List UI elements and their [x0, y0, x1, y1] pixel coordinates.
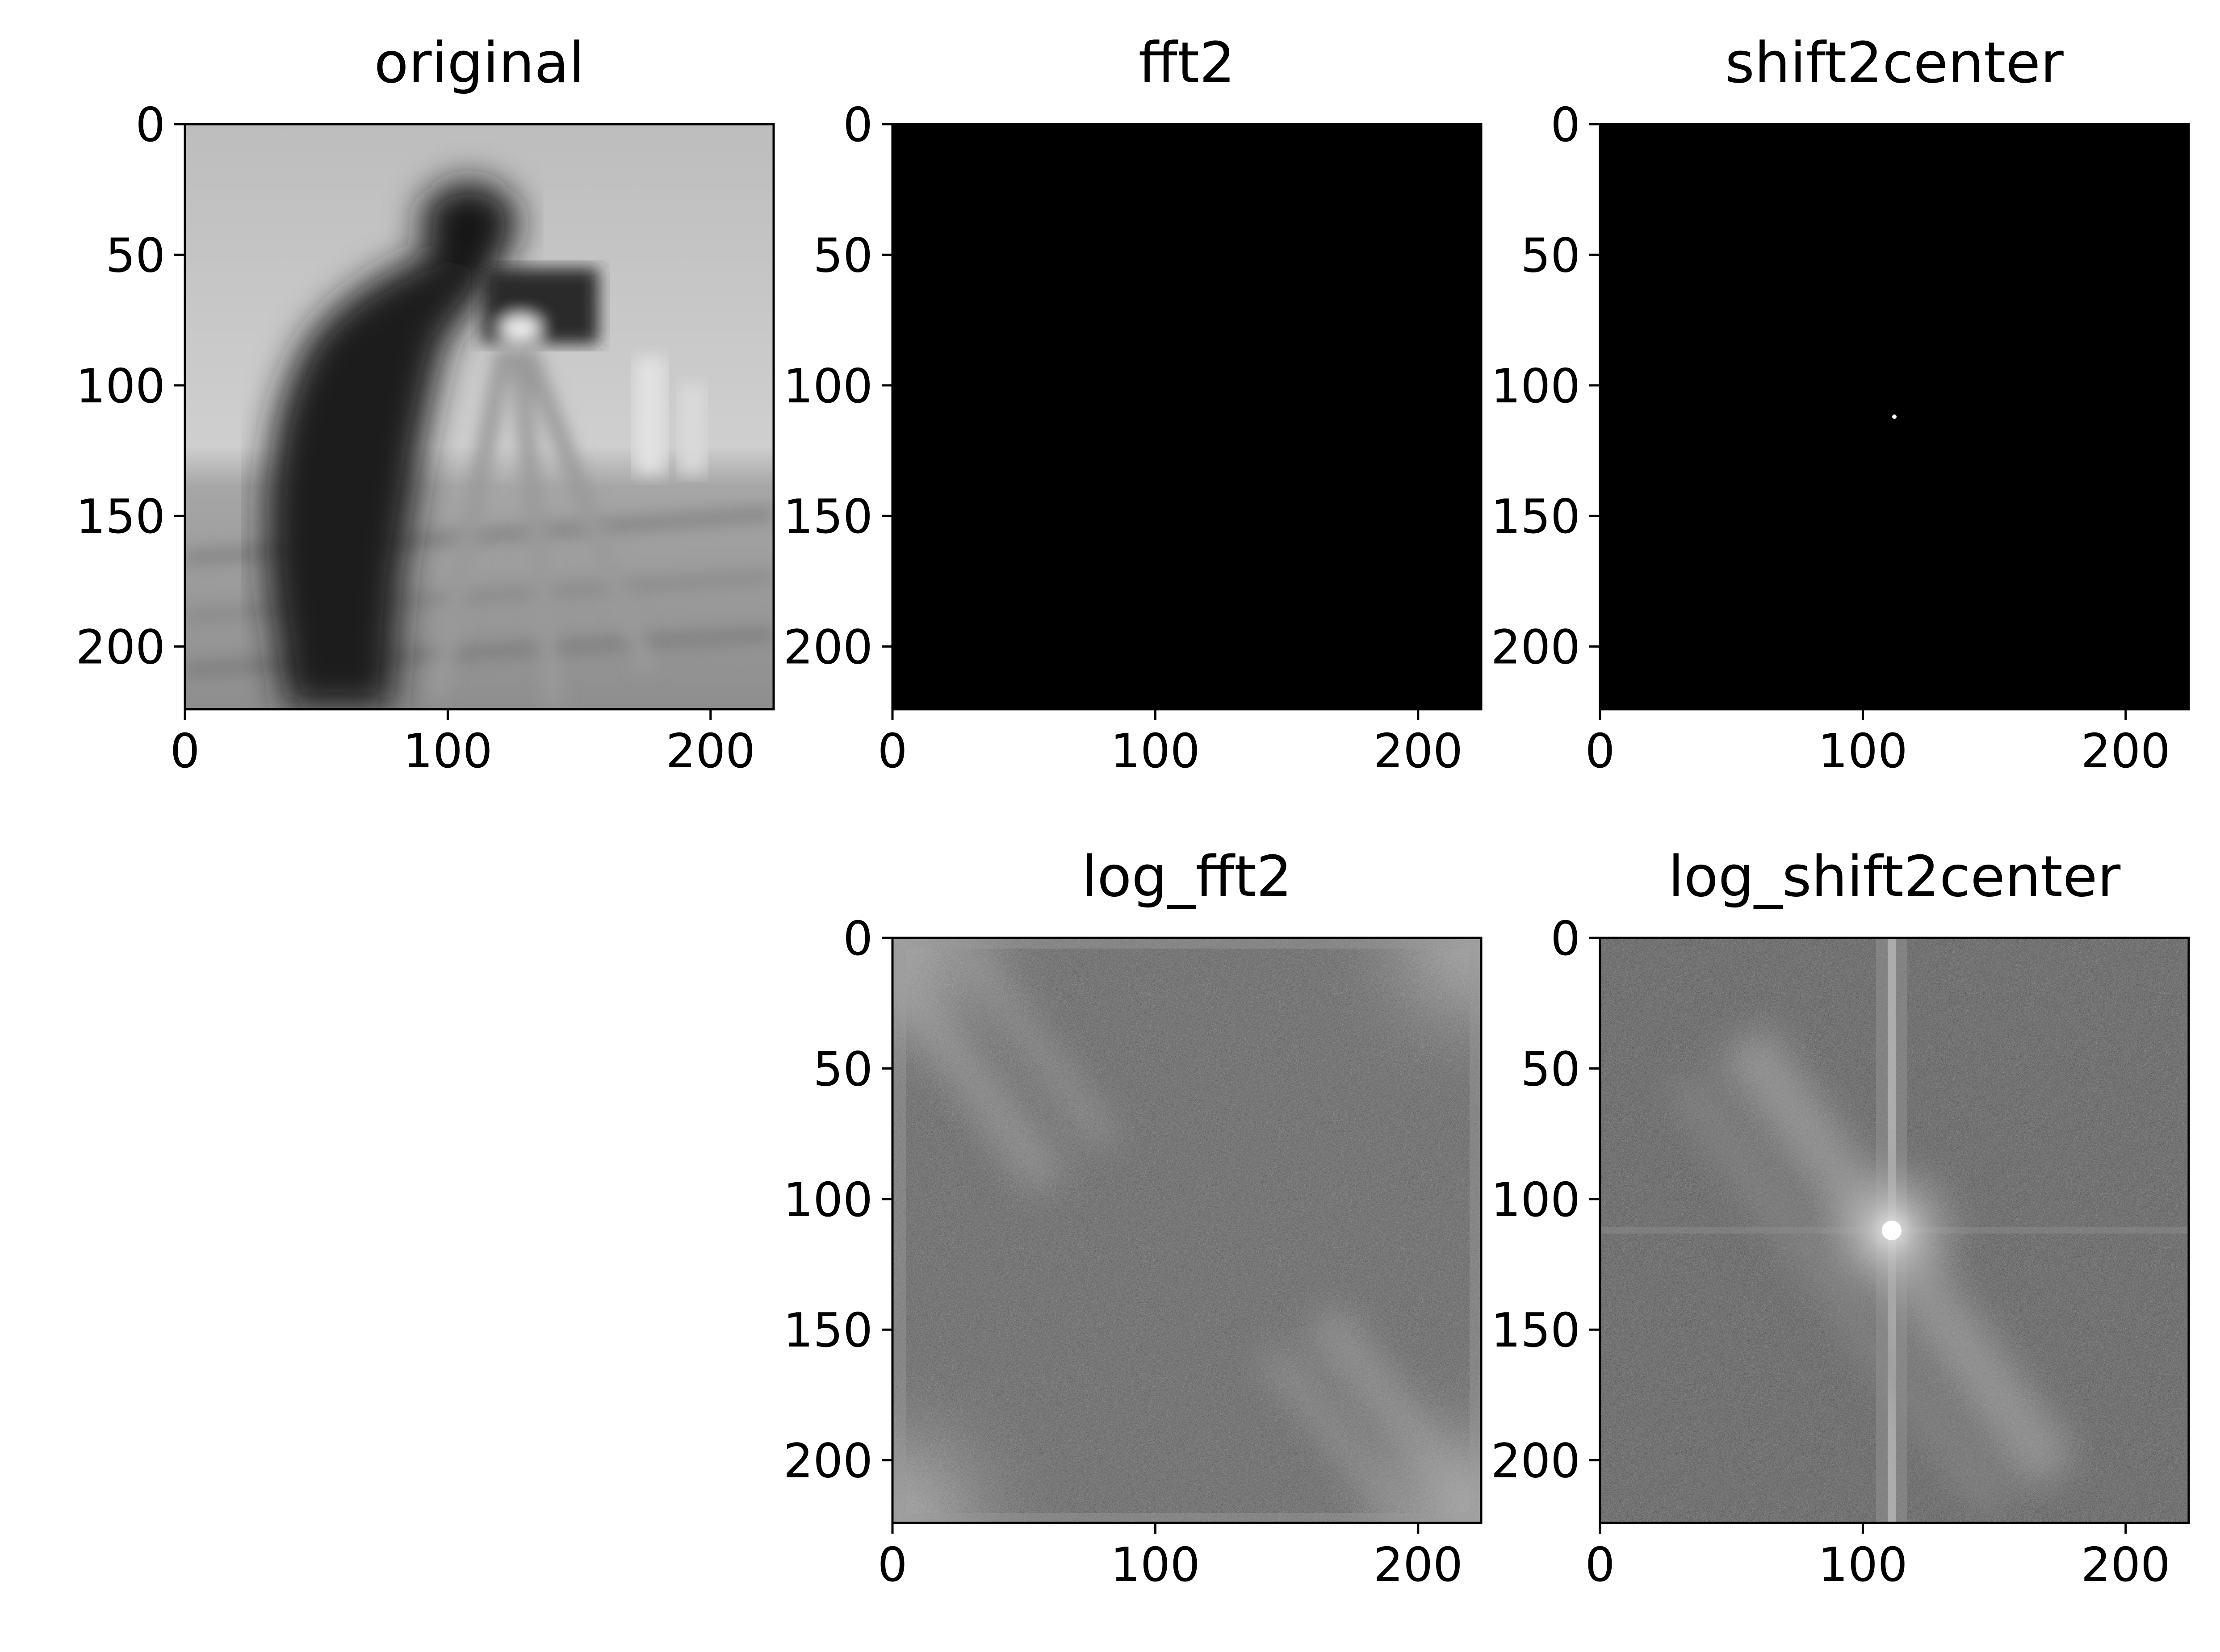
shift2center-bright-point	[1892, 414, 1897, 419]
fft2-ytick-label: 200	[783, 620, 873, 675]
log-shift2center-ytick-label: 100	[1491, 1173, 1580, 1227]
fft2-xtick-label: 0	[878, 724, 908, 778]
shift2center-title: shift2center	[1725, 30, 2064, 96]
log-fft2-xtick-label: 0	[878, 1538, 908, 1592]
log-fft2-xtick-label: 100	[1110, 1538, 1200, 1592]
log-shift2center-ytick-label: 150	[1491, 1303, 1580, 1358]
log-fft2-ytick-label: 200	[783, 1434, 873, 1489]
original-title: original	[374, 30, 585, 96]
original-xtick-label: 200	[666, 724, 755, 778]
original-ytick-label: 100	[76, 359, 165, 414]
log-fft2-ytick-label: 0	[843, 912, 873, 966]
original-xtick-label: 0	[170, 724, 200, 778]
log-shift2center-xtick-label: 200	[2081, 1538, 2170, 1592]
shift2center-ytick-label: 150	[1491, 489, 1580, 544]
log-fft2-ytick-label: 50	[813, 1042, 873, 1096]
shift2center-xtick-label: 100	[1818, 724, 1907, 778]
shift2center-ytick-label: 100	[1491, 359, 1580, 414]
original-xtick-label: 100	[403, 724, 492, 778]
original-ytick-label: 200	[76, 620, 165, 675]
log-fft2-image	[776, 822, 1597, 1639]
log-shift2center-title: log_shift2center	[1668, 844, 2121, 909]
shift2center-ytick-label: 200	[1491, 620, 1580, 675]
fft2-xtick-label: 200	[1374, 724, 1463, 778]
fft2-ytick-label: 150	[783, 489, 873, 544]
log-fft2-xtick-label: 200	[1374, 1538, 1463, 1592]
fft2-ytick-label: 0	[843, 98, 873, 152]
original-ytick-label: 150	[76, 489, 165, 544]
log-shift2center-ytick-label: 50	[1520, 1042, 1580, 1096]
shift2center-ytick-label: 50	[1520, 228, 1580, 283]
log-shift2center-xtick-label: 0	[1585, 1538, 1615, 1592]
original-image	[185, 124, 774, 709]
shift2center-xtick-label: 200	[2081, 724, 2170, 778]
log-fft2-title: log_fft2	[1081, 844, 1292, 909]
fft2-image	[892, 124, 1481, 709]
fft2-ytick-label: 100	[783, 359, 873, 414]
shift2center-ytick-label: 0	[1550, 98, 1580, 152]
log-shift2center-image	[1600, 938, 2189, 1523]
log-fft2-ytick-label: 150	[783, 1303, 873, 1358]
log-shift2center-ytick-label: 200	[1491, 1434, 1580, 1489]
log-fft2-ytick-label: 100	[783, 1173, 873, 1227]
shift2center-xtick-label: 0	[1585, 724, 1615, 778]
log-shift2center-ytick-label: 0	[1550, 912, 1580, 966]
fft2-title: fft2	[1139, 30, 1235, 96]
original-ytick-label: 0	[135, 98, 165, 152]
fft2-ytick-label: 50	[813, 228, 873, 283]
original-ytick-label: 50	[105, 228, 165, 283]
fft2-xtick-label: 100	[1110, 724, 1200, 778]
log-shift2center-xtick-label: 100	[1818, 1538, 1907, 1592]
